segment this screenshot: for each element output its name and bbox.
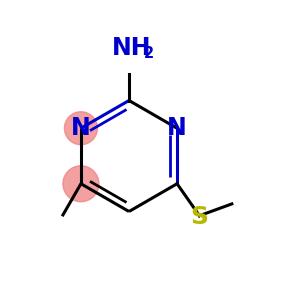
Text: N: N: [71, 116, 91, 140]
Circle shape: [64, 112, 98, 145]
Text: N: N: [167, 116, 187, 140]
Text: NH: NH: [112, 36, 152, 60]
Text: S: S: [190, 205, 208, 229]
Circle shape: [63, 166, 99, 202]
Text: 2: 2: [143, 46, 154, 62]
